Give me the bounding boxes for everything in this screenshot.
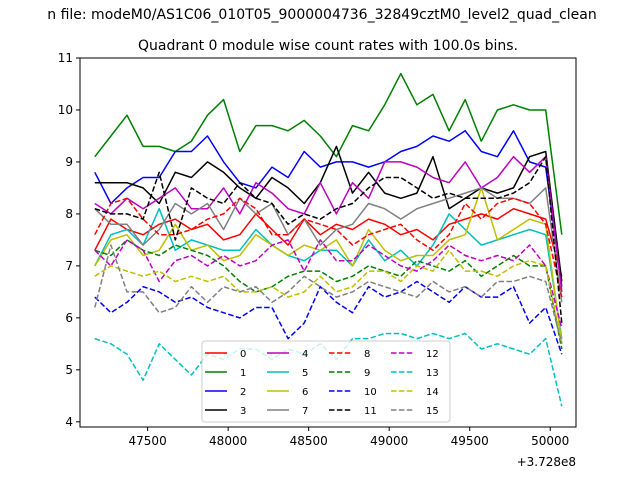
- x-tick-label: 47500: [129, 434, 167, 448]
- legend-label-7: 7: [302, 406, 308, 417]
- series-line-0: [94, 207, 563, 277]
- legend-label-4: 4: [302, 349, 308, 360]
- series-line-8: [94, 197, 563, 298]
- x-offset-label: +3.728e8: [517, 455, 576, 469]
- legend-label-15: 15: [426, 406, 439, 417]
- series-line-9: [94, 239, 563, 350]
- series-line-13: [94, 332, 563, 407]
- legend-label-5: 5: [302, 368, 308, 379]
- legend-label-9: 9: [364, 368, 370, 379]
- y-tick-label: 10: [58, 103, 73, 117]
- x-tick-label: 48500: [290, 434, 328, 448]
- legend-label-0: 0: [240, 349, 246, 360]
- y-tick-label: 4: [65, 415, 73, 429]
- legend-box: [201, 340, 451, 423]
- axes-frame: [79, 57, 577, 428]
- chart-title: Quadrant 0 module wise count rates with …: [138, 38, 518, 54]
- series-line-10: [94, 280, 563, 355]
- y-tick-label: 7: [65, 259, 73, 273]
- series-line-4: [94, 155, 563, 292]
- legend-label-11: 11: [364, 406, 377, 417]
- legend-label-12: 12: [426, 349, 439, 360]
- legend-label-10: 10: [364, 387, 377, 398]
- y-tick-label: 8: [65, 207, 73, 221]
- series-line-14: [94, 249, 563, 344]
- chart-suptitle: n file: modeM0/AS1C06_010T05_9000004736_…: [47, 7, 596, 23]
- legend-label-6: 6: [302, 387, 308, 398]
- x-axis: 47500 48000 48500 49000 49500 50000: [129, 427, 569, 448]
- series-line-15: [94, 244, 563, 344]
- legend-label-1: 1: [240, 368, 246, 379]
- legend-label-14: 14: [426, 387, 439, 398]
- legend-label-3: 3: [240, 406, 246, 417]
- legend-label-2: 2: [240, 387, 246, 398]
- plot-area: [94, 72, 563, 407]
- x-tick-label: 48000: [209, 434, 247, 448]
- y-tick-label: 9: [65, 155, 73, 169]
- x-tick-label: 50000: [531, 434, 569, 448]
- legend-label-13: 13: [426, 368, 439, 379]
- y-tick-label: 6: [65, 311, 73, 325]
- series-line-11: [94, 155, 563, 324]
- y-tick-label: 11: [58, 51, 73, 65]
- series-line-6: [94, 187, 563, 344]
- series-line-1: [94, 72, 563, 235]
- y-tick-label: 5: [65, 363, 73, 377]
- x-tick-label: 49000: [370, 434, 408, 448]
- series-line-12: [94, 239, 563, 329]
- x-tick-label: 49500: [451, 434, 489, 448]
- series-line-7: [94, 187, 563, 303]
- y-axis: 4 5 6 7 8 9 10 11: [58, 51, 80, 429]
- legend-label-8: 8: [364, 349, 370, 360]
